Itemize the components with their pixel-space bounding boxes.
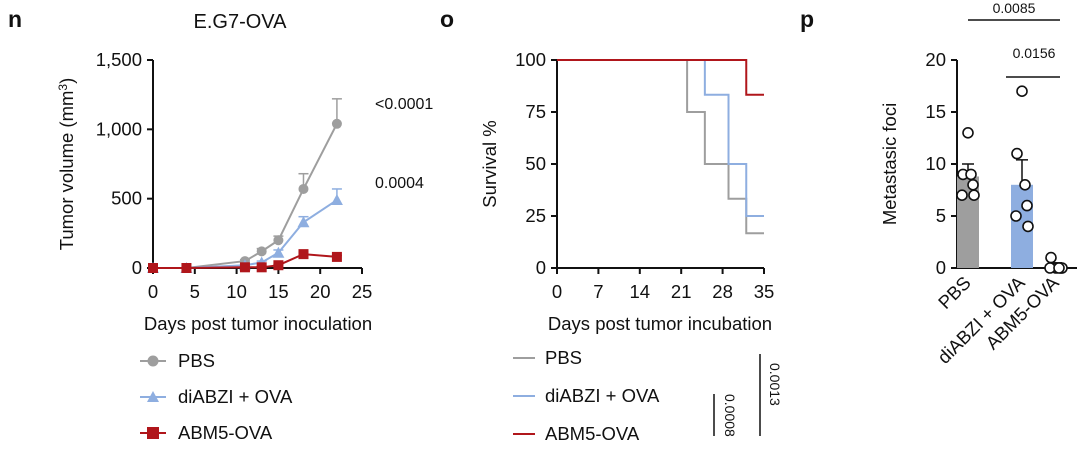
pvalue-pbs: <0.0001	[375, 96, 433, 113]
data-point-pbs	[298, 183, 309, 194]
data-point-diabzi	[297, 216, 310, 228]
panel-label-o: o	[440, 6, 454, 32]
y-tick-label: 15	[925, 101, 946, 122]
data-point-pbs	[273, 235, 284, 246]
legend-marker-pbs	[147, 355, 159, 367]
y-tick-label: 0	[536, 257, 546, 278]
y-tick-label: 50	[525, 153, 546, 174]
data-point-abm5	[256, 262, 267, 273]
data-point-pbs	[962, 127, 974, 139]
series-line-pbs	[153, 123, 338, 269]
legend-label-diabzi: diABZI + OVA	[545, 385, 660, 406]
x-tick-label: 14	[630, 281, 651, 302]
survival-curve-abm5	[557, 59, 764, 96]
data-point-diabzi	[272, 246, 285, 258]
x-tick-label: 7	[593, 281, 603, 302]
stat-pvalue-1: 0.0008	[722, 394, 738, 437]
x-tick-label: 35	[754, 281, 775, 302]
tumor-volume-chart: E.G7-OVA 0 5 10 15 20 25 0 500 1,000 1,500 Tumor …	[56, 11, 433, 443]
data-point-abm5	[239, 262, 250, 273]
legend-label-diabzi: diABZI + OVA	[178, 386, 293, 407]
survival-chart: 0 7 14 21 28 35 0 25 50 75 100 Survival % Days pos…	[479, 49, 783, 444]
x-tick-label: 25	[352, 281, 373, 302]
data-point-abm5	[1053, 262, 1065, 274]
data-point-pbs	[967, 179, 979, 191]
data-point-abm5	[148, 263, 158, 273]
legend-label-abm5: ABM5-OVA	[545, 423, 640, 444]
data-point-pbs	[256, 246, 267, 257]
data-point-diabzi	[1011, 147, 1023, 160]
data-point-diabzi	[330, 194, 343, 206]
data-point-diabzi	[1016, 85, 1028, 97]
x-tick-label: 0	[552, 281, 562, 302]
survival-curve-diabzi	[557, 59, 764, 217]
y-axis-title: Tumor volume (mm3)	[56, 78, 77, 251]
y-tick-label: 0	[132, 257, 142, 278]
y-tick-label: 10	[925, 153, 946, 174]
panel-label-n: n	[8, 6, 22, 32]
x-tick-label: 20	[310, 281, 331, 302]
x-tick-label: 28	[712, 281, 733, 302]
data-point-abm5	[1045, 251, 1057, 264]
y-tick-label: 500	[111, 188, 142, 209]
data-point-diabzi	[1010, 210, 1022, 222]
y-tick-label: 1,000	[96, 118, 142, 139]
chart-title: E.G7-OVA	[194, 11, 288, 33]
x-tick-label: 15	[268, 281, 289, 302]
x-tick-label: 5	[190, 281, 200, 302]
x-tick-label: 0	[148, 281, 158, 302]
stat-pvalue-1: 0.0085	[993, 0, 1036, 16]
data-point-pbs	[965, 168, 977, 181]
survival-curve-pbs	[557, 59, 764, 235]
x-category-label: PBS	[934, 272, 975, 313]
x-axis-title: Days post tumor incubation	[548, 313, 772, 334]
stat-pvalue-2: 0.0156	[1013, 45, 1056, 61]
legend: PBS diABZI + OVA ABM5-OVA	[513, 347, 660, 444]
data-point-abm5	[273, 260, 284, 271]
data-point-abm5	[181, 263, 192, 273]
y-tick-label: 0	[936, 257, 946, 278]
panel-label-p: p	[800, 6, 814, 32]
data-point-abm5	[298, 249, 309, 260]
data-point-diabzi	[1022, 220, 1034, 233]
y-axis-title: Metastasic foci	[879, 103, 900, 225]
y-axis-title: Survival %	[479, 120, 500, 207]
data-point-pbs	[331, 118, 342, 129]
legend-marker-abm5	[147, 427, 159, 439]
y-tick-label: 20	[925, 49, 946, 70]
data-point-diabzi	[1019, 179, 1031, 191]
y-tick-label: 100	[515, 49, 546, 70]
data-point-pbs	[968, 189, 980, 201]
pvalue-diabzi: 0.0004	[375, 175, 424, 192]
x-tick-label: 21	[671, 281, 692, 302]
legend-marker-diabzi	[147, 391, 159, 402]
legend-label-pbs: PBS	[178, 350, 215, 371]
stat-pvalue-2: 0.0013	[767, 363, 783, 406]
y-tick-label: 1,500	[96, 49, 142, 70]
legend-label-pbs: PBS	[545, 347, 582, 368]
data-point-abm5	[331, 251, 342, 262]
y-tick-label: 75	[525, 101, 546, 122]
legend-label-abm5: ABM5-OVA	[178, 422, 273, 443]
y-tick-label: 5	[936, 205, 946, 226]
data-point-diabzi	[1021, 199, 1033, 212]
data-point-pbs	[956, 189, 968, 201]
legend: PBS diABZI + OVA ABM5-OVA	[140, 350, 293, 443]
x-tick-label: 10	[226, 281, 247, 302]
y-tick-label: 25	[525, 205, 546, 226]
x-axis-title: Days post tumor inoculation	[144, 313, 372, 334]
